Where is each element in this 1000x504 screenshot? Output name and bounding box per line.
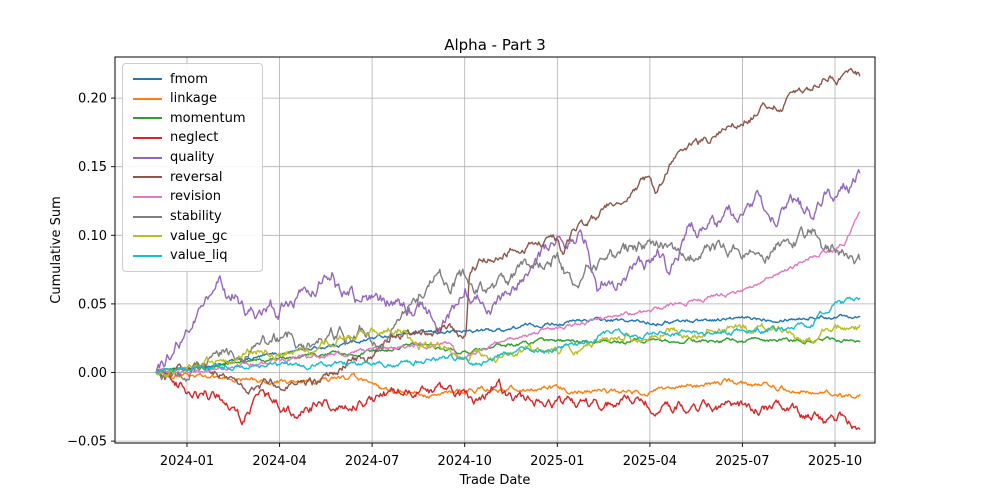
legend-entry-value_gc: value_gc [133,227,252,245]
y-tick-label: 0.15 [78,160,107,175]
series-line-neglect [155,370,861,430]
legend-entry-value_liq: value_liq [133,247,252,265]
legend-entry-label: reversal [170,169,223,185]
legend-line-sample [133,117,162,120]
legend-line-sample [133,156,162,159]
legend-line-sample [133,176,162,179]
legend-entry-label: quality [170,150,215,166]
legend-line-sample [133,235,162,238]
legend-entry-linkage: linkage [133,90,252,108]
y-tick-label: 0.00 [78,366,107,381]
y-tick-label: 0.10 [78,229,107,244]
legend-entry-label: neglect [170,130,219,146]
plot-border [114,56,876,444]
legend-entry-reversal: reversal [133,168,252,186]
series-line-quality [155,168,861,374]
legend-entry-quality: quality [133,149,252,167]
x-axis-label: Trade Date [459,473,531,488]
x-tick-label: 2024-07 [345,454,399,469]
x-tick-label: 2024-04 [252,454,306,469]
legend-entry-neglect: neglect [133,129,252,147]
legend: fmom linkage momentum neglect quality reversa… [122,63,263,272]
legend-entry-label: fmom [170,71,208,87]
legend-entry-label: value_liq [170,248,228,264]
legend-entry-revision: revision [133,188,252,206]
series-line-revision [155,211,861,375]
y-axis-label: Cumulative Sum [49,196,64,304]
legend-entry-label: revision [170,189,221,205]
x-tick-label: 2025-01 [530,454,584,469]
legend-line-sample [133,97,162,100]
series-line-value_gc [155,323,861,378]
series-line-value_liq [155,296,861,374]
legend-entry-label: value_gc [170,228,228,244]
axes-layer: 2024-01 2024-04 2024-07 2024-10 2025-01 2025-… [67,56,876,469]
legend-entry-label: momentum [170,110,246,126]
legend-entry-label: stability [170,209,222,225]
x-tick-label: 2025-07 [715,454,769,469]
legend-entry-momentum: momentum [133,109,252,127]
legend-entry-stability: stability [133,208,252,226]
series-line-reversal [155,67,861,395]
x-tick-label: 2024-10 [438,454,492,469]
series-line-linkage [155,369,861,399]
legend-entry-fmom: fmom [133,70,252,88]
x-tick-label: 2024-01 [160,454,214,469]
legend-line-sample [133,254,162,257]
legend-entry-label: linkage [170,91,217,107]
series-layer [155,67,861,430]
series-line-fmom [155,313,861,375]
chart-title: Alpha - Part 3 [444,36,546,54]
y-tick-label: −0.05 [67,435,107,450]
legend-line-sample [133,136,162,139]
series-line-stability [155,226,861,382]
legend-line-sample [133,215,162,218]
x-tick-label: 2025-04 [623,454,677,469]
legend-line-sample [133,78,162,80]
x-tick-label: 2025-10 [808,454,862,469]
y-tick-label: 0.20 [78,92,107,107]
legend-line-sample [133,195,162,198]
y-tick-label: 0.05 [78,297,107,312]
